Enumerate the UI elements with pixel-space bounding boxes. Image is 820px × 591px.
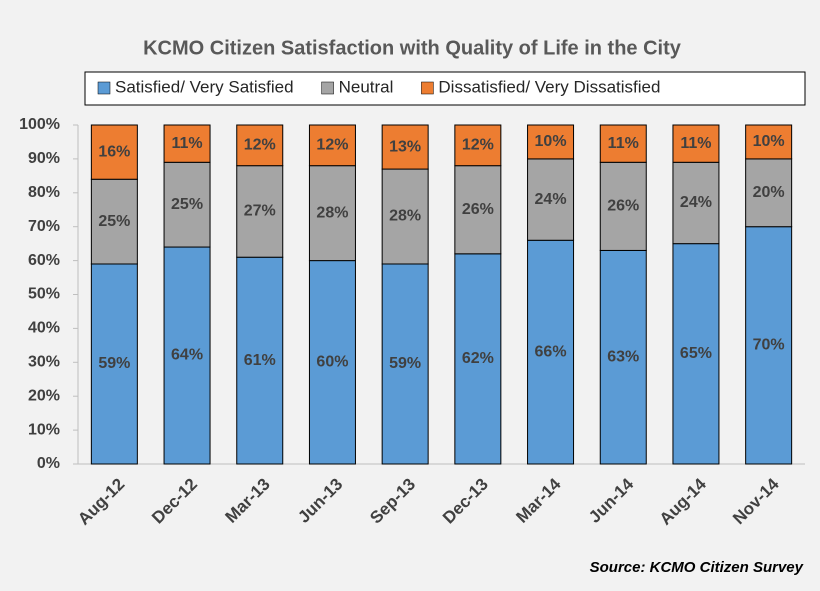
data-label: 11% — [608, 135, 639, 152]
data-label: 16% — [98, 143, 130, 160]
bar-segment — [599, 124, 647, 163]
y-tick-label: 100% — [19, 116, 60, 133]
data-label: 26% — [462, 201, 494, 218]
y-tick-label: 20% — [28, 387, 60, 404]
bar-segment — [381, 263, 429, 465]
data-label: 27% — [244, 203, 276, 220]
data-label: 70% — [753, 337, 785, 354]
bar-segment — [163, 124, 211, 163]
data-label: 63% — [607, 348, 639, 365]
bar-segment — [90, 124, 138, 180]
legend-swatch — [321, 81, 334, 95]
bar-segment — [454, 124, 502, 167]
bar-segment — [672, 243, 720, 465]
data-label: 11% — [171, 135, 202, 152]
data-label: 62% — [462, 350, 494, 367]
data-label: 28% — [389, 208, 421, 225]
legend-swatch — [421, 81, 434, 95]
data-label: 11% — [680, 135, 711, 152]
data-label: 59% — [389, 355, 421, 372]
legend-label: Neutral — [339, 77, 394, 96]
bar-segment — [236, 124, 284, 167]
y-tick-label: 50% — [28, 286, 60, 303]
data-label: 13% — [389, 138, 421, 155]
bar-segment — [599, 249, 647, 465]
legend-swatch — [97, 81, 111, 95]
bar-segment — [90, 178, 138, 265]
data-label: 28% — [316, 204, 348, 221]
data-label: 20% — [753, 184, 785, 201]
data-label: 12% — [316, 137, 348, 154]
y-tick-label: 30% — [28, 354, 60, 371]
data-label: 25% — [171, 196, 203, 213]
y-tick-label: 60% — [28, 252, 60, 269]
legend-label: Dissatisfied/ Very Dissatisfied — [438, 77, 660, 96]
bar-segment — [90, 263, 138, 465]
bar-segment — [454, 165, 502, 255]
bar-segment — [527, 158, 575, 241]
bar-segment — [672, 124, 720, 163]
bar-segment — [308, 260, 356, 465]
bar-segment — [163, 161, 211, 248]
y-tick-label: 90% — [28, 150, 60, 167]
data-label: 66% — [535, 343, 567, 360]
data-label: 64% — [171, 347, 203, 364]
data-label: 10% — [535, 133, 567, 150]
y-tick-label: 80% — [28, 184, 60, 201]
y-tick-label: 40% — [28, 320, 60, 337]
chart-title: KCMO Citizen Satisfaction with Quality o… — [143, 37, 682, 59]
y-tick-label: 10% — [28, 421, 60, 438]
data-label: 59% — [98, 355, 130, 372]
data-label: 24% — [680, 194, 712, 211]
data-label: 24% — [535, 191, 567, 208]
data-label: 61% — [244, 352, 276, 369]
legend-label: Satisfied/ Very Satisfied — [115, 77, 294, 96]
bar-segment — [381, 168, 429, 265]
data-label: 12% — [244, 137, 276, 154]
bar-segment — [163, 246, 211, 465]
data-label: 10% — [753, 133, 785, 150]
data-label: 25% — [98, 213, 130, 230]
bar-segment — [308, 124, 356, 167]
bar-segment — [381, 124, 429, 170]
data-label: 60% — [316, 354, 348, 371]
legend-box — [84, 71, 806, 106]
bar-segment — [745, 158, 793, 228]
bar-segment — [236, 165, 284, 258]
bar-segment — [527, 239, 575, 465]
bar-segment — [454, 253, 502, 465]
bar-segment — [745, 124, 793, 160]
data-label: 12% — [462, 137, 494, 154]
y-tick-label: 0% — [37, 455, 60, 472]
bar-segment — [527, 124, 575, 160]
source-note: Source: KCMO Citizen Survey — [590, 559, 804, 576]
bar-segment — [308, 165, 356, 262]
y-tick-label: 70% — [28, 218, 60, 235]
data-label: 65% — [680, 345, 712, 362]
bar-segment — [745, 226, 793, 465]
data-label: 26% — [607, 198, 639, 215]
